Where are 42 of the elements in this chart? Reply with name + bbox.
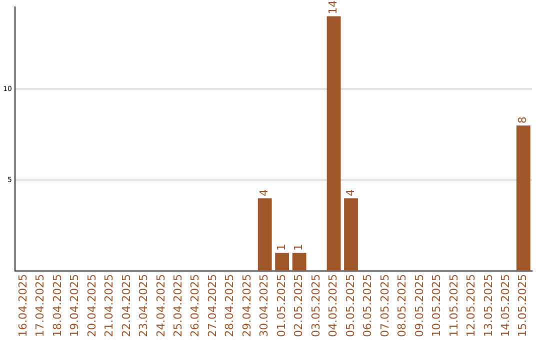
x-tick-label: 25.04.2025 (172, 274, 185, 338)
x-tick-label: 19.04.2025 (68, 274, 82, 338)
data-label: 1 (274, 244, 288, 251)
x-tick-label: 16.04.2025 (16, 274, 30, 338)
x-tick-label: 04.05.2025 (326, 274, 340, 338)
bar (258, 198, 272, 272)
x-tick-label: 17.04.2025 (34, 274, 47, 338)
bar (292, 252, 306, 272)
x-tick-label: 07.05.2025 (378, 274, 392, 338)
x-tick-label: 15.05.2025 (516, 274, 530, 338)
data-label: 14 (326, 0, 340, 14)
x-tick-label: 21.04.2025 (102, 274, 116, 338)
data-label: 4 (344, 189, 357, 196)
x-tick-label: 29.04.2025 (240, 274, 254, 338)
x-tick-label: 12.05.2025 (464, 274, 478, 338)
x-tick-label: 27.04.2025 (206, 274, 219, 338)
x-tick-label: 14.05.2025 (499, 274, 512, 338)
data-label: 4 (258, 189, 271, 196)
x-tick-label: 20.04.2025 (85, 274, 98, 338)
x-tick-label: 10.05.2025 (430, 274, 444, 338)
x-tick-label: 30.04.2025 (258, 274, 271, 338)
x-tick-label: 03.05.2025 (309, 274, 322, 338)
x-tick-label: 23.04.2025 (137, 274, 150, 338)
x-tick-label: 06.05.2025 (361, 274, 374, 338)
x-tick-label: 11.05.2025 (447, 274, 460, 338)
x-tick-label: 24.04.2025 (154, 274, 168, 338)
bar (344, 198, 358, 272)
x-tick-label: 28.04.2025 (223, 274, 236, 338)
x-tick-label: 02.05.2025 (292, 274, 306, 338)
data-label: 1 (292, 244, 306, 251)
bar (326, 16, 341, 272)
bar (275, 252, 290, 272)
x-tick-label: 26.04.2025 (188, 274, 202, 338)
x-tick-label: 05.05.2025 (344, 274, 357, 338)
bar (516, 125, 530, 272)
x-tick-label: 22.04.2025 (120, 274, 133, 338)
data-label: 8 (516, 116, 530, 124)
x-tick-label: 13.05.2025 (482, 274, 495, 338)
x-tick-label: 18.04.2025 (50, 274, 64, 338)
x-tick-label: 08.05.2025 (396, 274, 409, 338)
x-tick-label: 09.05.2025 (412, 274, 426, 338)
x-tick-label: 01.05.2025 (274, 274, 288, 338)
